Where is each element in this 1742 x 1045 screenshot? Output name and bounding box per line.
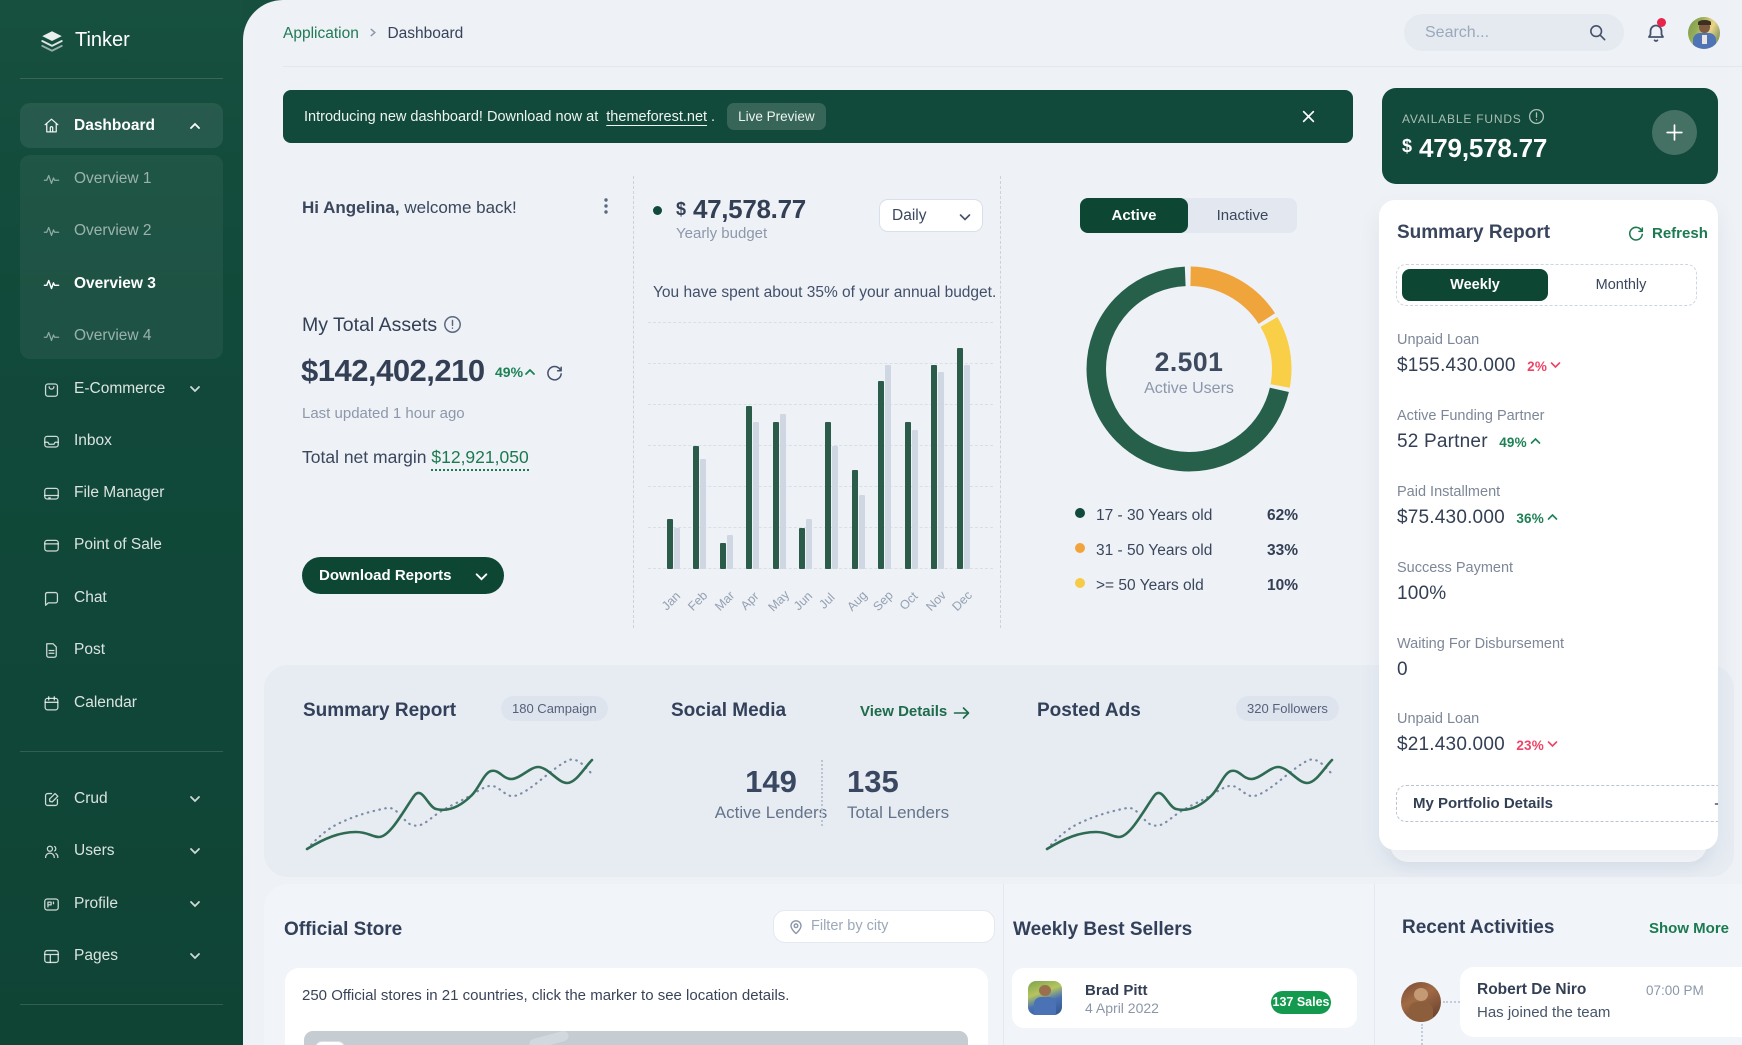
svg-text:Active Users: Active Users	[1144, 380, 1234, 397]
svg-text:2.501: 2.501	[1155, 347, 1224, 377]
